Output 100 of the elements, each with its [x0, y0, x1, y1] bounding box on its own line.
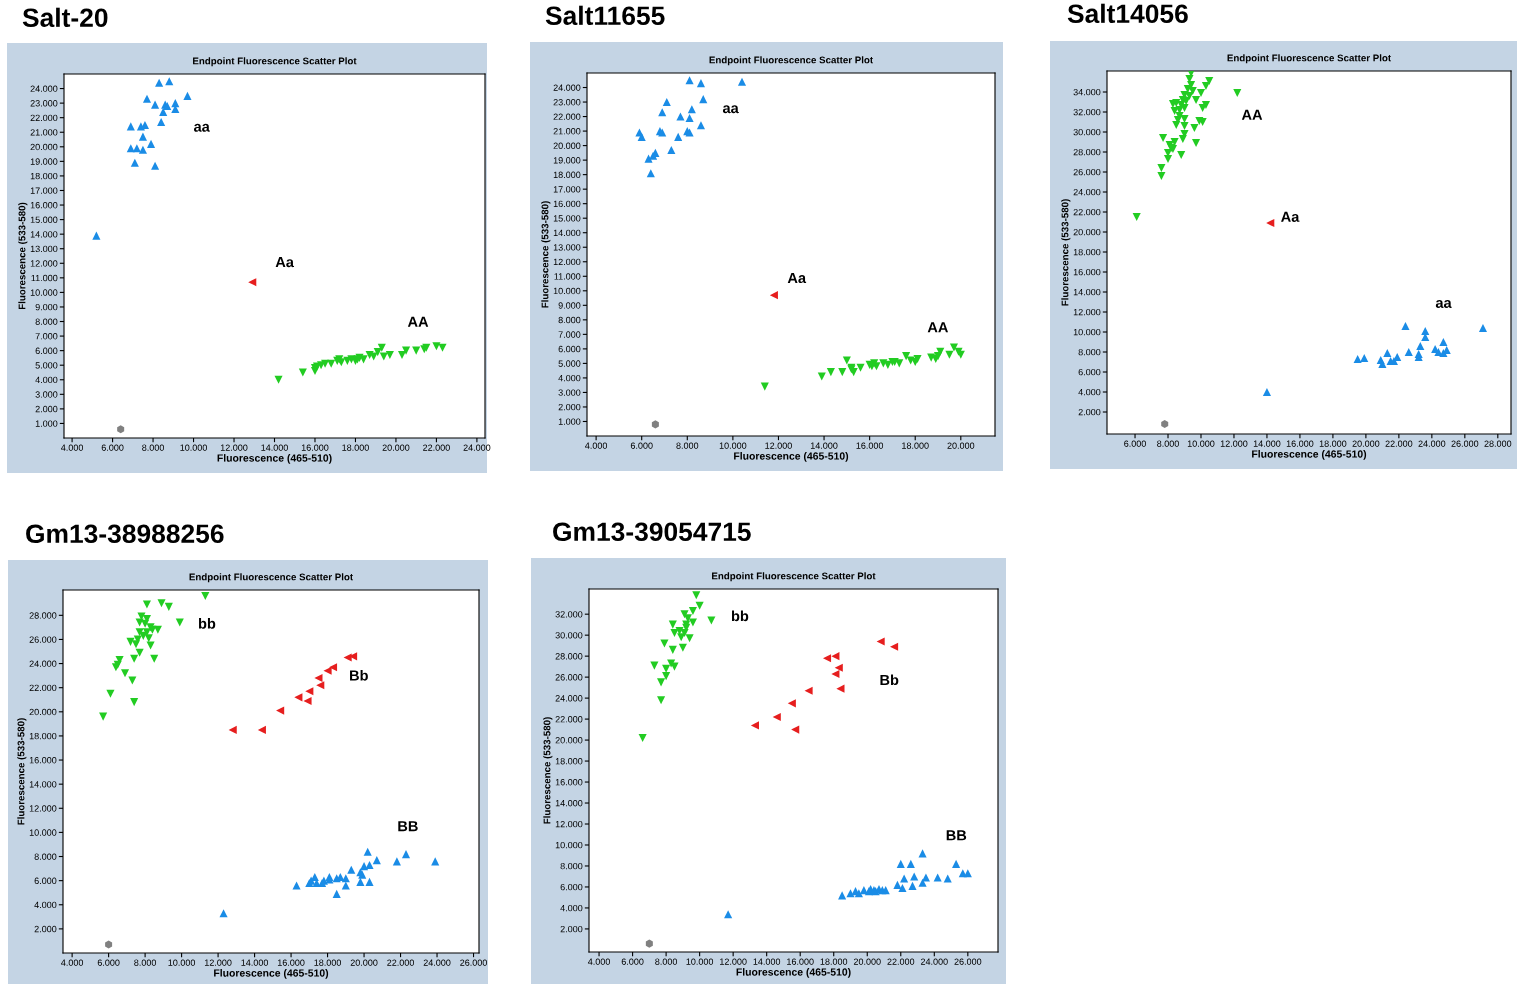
y-tick-label: 2.000 — [35, 405, 58, 413]
x-tick-label: 22.000 — [1385, 440, 1413, 447]
y-tick-label: 21.000 — [30, 129, 58, 136]
y-tick-label: 26.000 — [1073, 168, 1101, 176]
x-tick-label: 12.000 — [220, 444, 248, 451]
y-tick-label: 32.000 — [555, 611, 583, 618]
y-tick-label: 8.000 — [34, 853, 57, 860]
y-tick-label: 24.000 — [555, 695, 583, 702]
y-tick-label: 8.000 — [560, 862, 583, 870]
series-label: aa — [193, 123, 210, 132]
y-tick-label: 13.000 — [30, 245, 58, 253]
series-label: Aa — [787, 272, 807, 284]
y-tick-label: 7.000 — [558, 331, 581, 338]
x-tick-label: 24.000 — [920, 958, 948, 965]
series-label: aa — [1435, 299, 1452, 308]
x-tick-label: 10.000 — [686, 958, 714, 965]
y-tick-label: 15.000 — [30, 216, 58, 223]
x-tick-label: 22.000 — [887, 958, 915, 965]
y-tick-label: 20.000 — [555, 737, 583, 744]
x-tick-label: 14.000 — [810, 442, 838, 449]
y-tick-label: 24.000 — [29, 660, 57, 667]
y-tick-label: 26.000 — [555, 674, 583, 681]
y-tick-label: 26.000 — [29, 636, 57, 643]
x-tick-label: 24.000 — [423, 959, 451, 966]
y-tick-label: 5.000 — [35, 362, 58, 369]
series-label: bb — [198, 618, 216, 629]
x-tick-label: 10.000 — [168, 959, 196, 966]
chart-subtitle: Endpoint Fluorescence Scatter Plot — [193, 57, 357, 67]
y-tick-label: 6.000 — [560, 883, 583, 891]
y-tick-label: 15.000 — [553, 215, 581, 222]
y-tick-label: 22.000 — [1073, 208, 1101, 216]
y-tick-label: 24.000 — [553, 84, 581, 91]
y-tick-label: 23.000 — [553, 99, 581, 106]
x-tick-label: 26.000 — [1451, 440, 1479, 447]
series-label: BB — [946, 830, 967, 841]
x-tick-label: 20.000 — [1352, 440, 1380, 447]
y-tick-label: 9.000 — [558, 302, 581, 309]
x-tick-label: 6.000 — [101, 444, 124, 451]
x-tick-label: 10.000 — [719, 442, 747, 449]
y-tick-label: 17.000 — [30, 187, 58, 194]
y-tick-label: 14.000 — [30, 231, 58, 238]
x-tick-label: 4.000 — [585, 442, 608, 449]
y-tick-label: 13.000 — [553, 244, 581, 251]
y-tick-label: 20.000 — [553, 142, 581, 149]
y-tick-label: 18.000 — [553, 171, 581, 178]
y-tick-label: 16.000 — [1073, 268, 1101, 276]
x-tick-label: 8.000 — [134, 959, 157, 966]
y-tick-label: 21.000 — [553, 128, 581, 135]
y-tick-label: 32.000 — [1073, 108, 1101, 116]
y-tick-label: 11.000 — [554, 273, 581, 280]
series-label: AA — [407, 316, 429, 327]
x-tick-label: 20.000 — [350, 959, 378, 966]
y-tick-label: 16.000 — [555, 779, 583, 786]
y-tick-label: 22.000 — [555, 716, 583, 723]
y-tick-label: 12.000 — [555, 820, 583, 828]
series-label: Aa — [275, 257, 295, 268]
x-tick-label: 18.000 — [342, 444, 369, 451]
x-tick-label: 16.000 — [1286, 440, 1314, 447]
y-tick-label: 3.000 — [35, 391, 58, 398]
x-tick-label: 28.000 — [1484, 440, 1512, 447]
y-tick-label: 22.000 — [29, 684, 57, 692]
x-tick-label: 6.000 — [621, 958, 644, 965]
x-tick-label: 20.000 — [947, 442, 975, 449]
y-tick-label: 23.000 — [30, 100, 58, 107]
x-tick-label: 12.000 — [720, 958, 747, 965]
y-tick-label: 10.000 — [553, 287, 581, 295]
chart-title: Gm13-38988256 — [26, 524, 224, 544]
y-tick-label: 4.000 — [1078, 388, 1101, 396]
y-tick-label: 14.000 — [1073, 288, 1101, 296]
x-tick-label: 14.000 — [753, 958, 781, 965]
y-tick-label: 12.000 — [29, 805, 57, 812]
y-tick-label: 24.000 — [1073, 188, 1101, 196]
y-axis-title: Fluorescence (533-580) — [1061, 199, 1071, 306]
x-axis-title: Fluorescence (465-510) — [217, 454, 332, 464]
series-label: Bb — [880, 674, 899, 686]
x-tick-label: 20.000 — [853, 958, 881, 965]
y-tick-label: 10.000 — [30, 289, 58, 296]
y-tick-label: 19.000 — [553, 157, 581, 164]
y-tick-label: 18.000 — [1073, 248, 1101, 256]
y-tick-label: 18.000 — [29, 732, 57, 740]
y-tick-label: 22.000 — [553, 113, 581, 120]
series-label: aa — [722, 105, 739, 114]
x-tick-label: 24.000 — [463, 444, 491, 451]
y-tick-label: 28.000 — [1073, 148, 1101, 156]
x-tick-label: 22.000 — [423, 444, 450, 451]
y-tick-label: 1.000 — [35, 420, 58, 427]
y-tick-label: 2.000 — [1078, 408, 1101, 416]
x-tick-label: 4.000 — [587, 958, 610, 965]
chart-subtitle: Endpoint Fluorescence Scatter Plot — [1227, 54, 1391, 64]
y-tick-label: 12.000 — [553, 258, 581, 266]
series-label: AA — [927, 322, 949, 333]
y-tick-label: 4.000 — [34, 901, 57, 909]
y-tick-label: 4.000 — [35, 376, 58, 384]
y-tick-label: 10.000 — [29, 829, 57, 836]
y-tick-label: 16.000 — [30, 202, 58, 209]
x-tick-label: 8.000 — [1157, 440, 1179, 447]
x-tick-label: 4.000 — [61, 444, 84, 451]
x-tick-label: 26.000 — [460, 959, 487, 966]
y-tick-label: 5.000 — [558, 360, 581, 367]
y-tick-label: 18.000 — [30, 172, 58, 180]
